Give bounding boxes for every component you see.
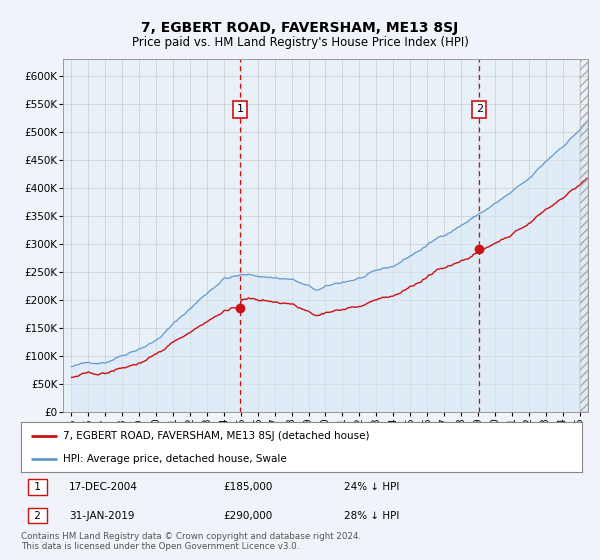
Text: 2: 2 xyxy=(31,511,44,521)
Text: 1: 1 xyxy=(31,482,44,492)
Text: HPI: Average price, detached house, Swale: HPI: Average price, detached house, Swal… xyxy=(63,454,287,464)
Text: 28% ↓ HPI: 28% ↓ HPI xyxy=(344,511,399,521)
Text: 7, EGBERT ROAD, FAVERSHAM, ME13 8SJ: 7, EGBERT ROAD, FAVERSHAM, ME13 8SJ xyxy=(142,21,458,35)
Text: 2: 2 xyxy=(476,104,483,114)
Text: Contains HM Land Registry data © Crown copyright and database right 2024.
This d: Contains HM Land Registry data © Crown c… xyxy=(21,532,361,552)
Text: Price paid vs. HM Land Registry's House Price Index (HPI): Price paid vs. HM Land Registry's House … xyxy=(131,36,469,49)
Text: £185,000: £185,000 xyxy=(223,482,272,492)
Text: 17-DEC-2004: 17-DEC-2004 xyxy=(68,482,137,492)
Text: 31-JAN-2019: 31-JAN-2019 xyxy=(68,511,134,521)
Text: £290,000: £290,000 xyxy=(223,511,272,521)
Text: 7, EGBERT ROAD, FAVERSHAM, ME13 8SJ (detached house): 7, EGBERT ROAD, FAVERSHAM, ME13 8SJ (det… xyxy=(63,431,370,441)
Text: 24% ↓ HPI: 24% ↓ HPI xyxy=(344,482,399,492)
Text: 1: 1 xyxy=(236,104,244,114)
